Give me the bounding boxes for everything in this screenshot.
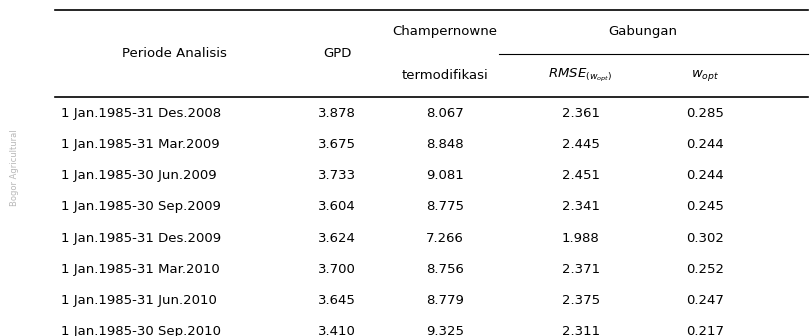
Text: 2.451: 2.451 — [561, 169, 599, 182]
Text: 7.266: 7.266 — [426, 232, 463, 245]
Text: Bogor Agricultural: Bogor Agricultural — [10, 130, 19, 206]
Text: Gabungan: Gabungan — [607, 26, 676, 38]
Text: 1 Jan.1985-31 Jun.2010: 1 Jan.1985-31 Jun.2010 — [61, 294, 217, 307]
Text: $w_{opt}$: $w_{opt}$ — [690, 68, 718, 83]
Text: 1.988: 1.988 — [561, 232, 599, 245]
Text: 2.361: 2.361 — [561, 107, 599, 120]
Text: $RMSE_{(w_{opt})}$: $RMSE_{(w_{opt})}$ — [547, 67, 612, 84]
Text: 2.311: 2.311 — [561, 325, 599, 336]
Text: 1 Jan.1985-31 Mar.2010: 1 Jan.1985-31 Mar.2010 — [61, 263, 220, 276]
Text: 0.244: 0.244 — [685, 138, 723, 151]
Text: 8.756: 8.756 — [426, 263, 463, 276]
Text: 0.244: 0.244 — [685, 169, 723, 182]
Text: 0.285: 0.285 — [685, 107, 723, 120]
Text: 3.878: 3.878 — [318, 107, 355, 120]
Text: 9.325: 9.325 — [426, 325, 463, 336]
Text: 3.410: 3.410 — [318, 325, 355, 336]
Text: 2.371: 2.371 — [561, 263, 599, 276]
Text: 0.252: 0.252 — [685, 263, 723, 276]
Text: 1 Jan.1985-30 Jun.2009: 1 Jan.1985-30 Jun.2009 — [61, 169, 217, 182]
Text: GPD: GPD — [323, 47, 350, 60]
Text: 8.775: 8.775 — [426, 200, 463, 213]
Text: 1 Jan.1985-31 Des.2009: 1 Jan.1985-31 Des.2009 — [61, 232, 221, 245]
Text: 8.067: 8.067 — [426, 107, 463, 120]
Text: termodifikasi: termodifikasi — [401, 69, 487, 82]
Text: 3.604: 3.604 — [318, 200, 355, 213]
Text: 0.247: 0.247 — [685, 294, 723, 307]
Text: 0.217: 0.217 — [685, 325, 723, 336]
Text: 0.302: 0.302 — [685, 232, 723, 245]
Text: 3.700: 3.700 — [318, 263, 355, 276]
Text: 8.779: 8.779 — [426, 294, 463, 307]
Text: Champernowne: Champernowne — [392, 26, 497, 38]
Text: 1 Jan.1985-30 Sep.2009: 1 Jan.1985-30 Sep.2009 — [61, 200, 221, 213]
Text: 9.081: 9.081 — [426, 169, 463, 182]
Text: 8.848: 8.848 — [426, 138, 463, 151]
Text: 3.624: 3.624 — [318, 232, 355, 245]
Text: 3.645: 3.645 — [318, 294, 355, 307]
Text: 0.245: 0.245 — [685, 200, 723, 213]
Text: 1 Jan.1985-30 Sep.2010: 1 Jan.1985-30 Sep.2010 — [61, 325, 221, 336]
Text: 1 Jan.1985-31 Mar.2009: 1 Jan.1985-31 Mar.2009 — [61, 138, 219, 151]
Text: 1 Jan.1985-31 Des.2008: 1 Jan.1985-31 Des.2008 — [61, 107, 221, 120]
Text: 2.375: 2.375 — [561, 294, 599, 307]
Text: 3.733: 3.733 — [318, 169, 355, 182]
Text: 2.341: 2.341 — [561, 200, 599, 213]
Text: Periode Analisis: Periode Analisis — [122, 47, 227, 60]
Text: 3.675: 3.675 — [318, 138, 355, 151]
Text: 2.445: 2.445 — [561, 138, 599, 151]
